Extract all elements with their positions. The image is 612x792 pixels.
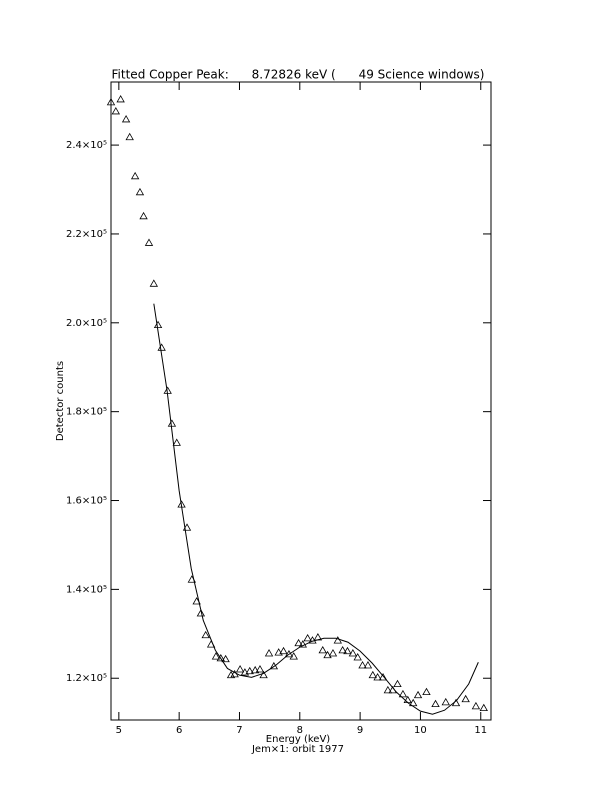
y-axis-label: Detector counts [55,361,66,441]
data-point [157,343,166,351]
y-tick-label: 1.4×10⁵ [66,584,107,595]
data-point [130,171,140,180]
data-point [125,132,134,141]
subtitle: Jem×1: orbit 1977 [251,744,344,755]
data-point [348,649,358,657]
data-point [111,107,121,115]
data-point [383,685,393,694]
x-tick-label: 11 [474,725,487,736]
data-point [121,115,131,123]
data-point [422,687,431,696]
data-point [338,645,347,654]
data-point [323,650,332,659]
y-tick-label: 1.8×10⁵ [66,407,107,418]
data-point [240,668,250,676]
data-point [353,653,362,661]
data-point [201,630,210,639]
data-point [413,690,423,699]
plot-frame [110,81,492,721]
data-point [441,697,450,706]
x-tick-label: 10 [414,725,427,736]
data-point [245,666,254,675]
data-point [216,653,225,662]
data-point [284,649,294,658]
data-point [363,661,373,669]
y-tick-label: 2.2×10⁵ [66,229,107,240]
data-point [303,633,312,642]
data-point [461,694,470,703]
y-tick-label: 2.0×10⁵ [66,318,107,329]
data-point [294,638,303,647]
data-point [471,701,481,710]
x-tick-label: 5 [116,725,122,736]
data-point [196,609,206,617]
data-point [393,679,402,688]
data-point [279,646,288,655]
x-tick-label: 6 [176,725,182,736]
data-point [250,665,260,674]
data-point [343,646,352,655]
data-point [153,320,163,329]
y-tick-label: 1.6×10⁵ [66,496,107,507]
data-point [144,238,154,246]
y-tick-label: 1.2×10⁵ [66,673,107,684]
fit-line [153,303,479,715]
data-point [149,279,159,287]
data-point [298,640,307,648]
x-tick-label: 9 [357,725,363,736]
data-point [167,419,177,427]
y-tick-label: 2.4×10⁵ [66,140,107,151]
x-axis-label: Energy (keV) [266,734,331,745]
data-point [221,654,230,663]
data-point [106,97,116,106]
data-point [333,636,342,644]
data-point [264,649,274,657]
data-point [255,665,265,673]
data-point [373,673,382,681]
data-point [378,673,388,681]
data-point [235,665,245,673]
data-point [431,699,440,708]
data-point [259,670,268,679]
data-point [368,670,377,679]
data-point [116,95,125,103]
data-point [274,648,283,656]
data-point [328,649,338,657]
chart-title: Fitted Copper Peak: 8.72826 keV ( 49 Sci… [112,68,485,82]
x-tick-label: 7 [236,725,242,736]
x-tick-label: 8 [297,725,303,736]
data-point [358,661,367,669]
data-point [139,211,148,220]
data-point [289,652,298,660]
data-point [398,689,408,698]
data-point [318,645,327,654]
data-point [479,703,488,712]
data-point [172,438,181,446]
data-point [135,187,145,196]
data-point [211,652,221,660]
